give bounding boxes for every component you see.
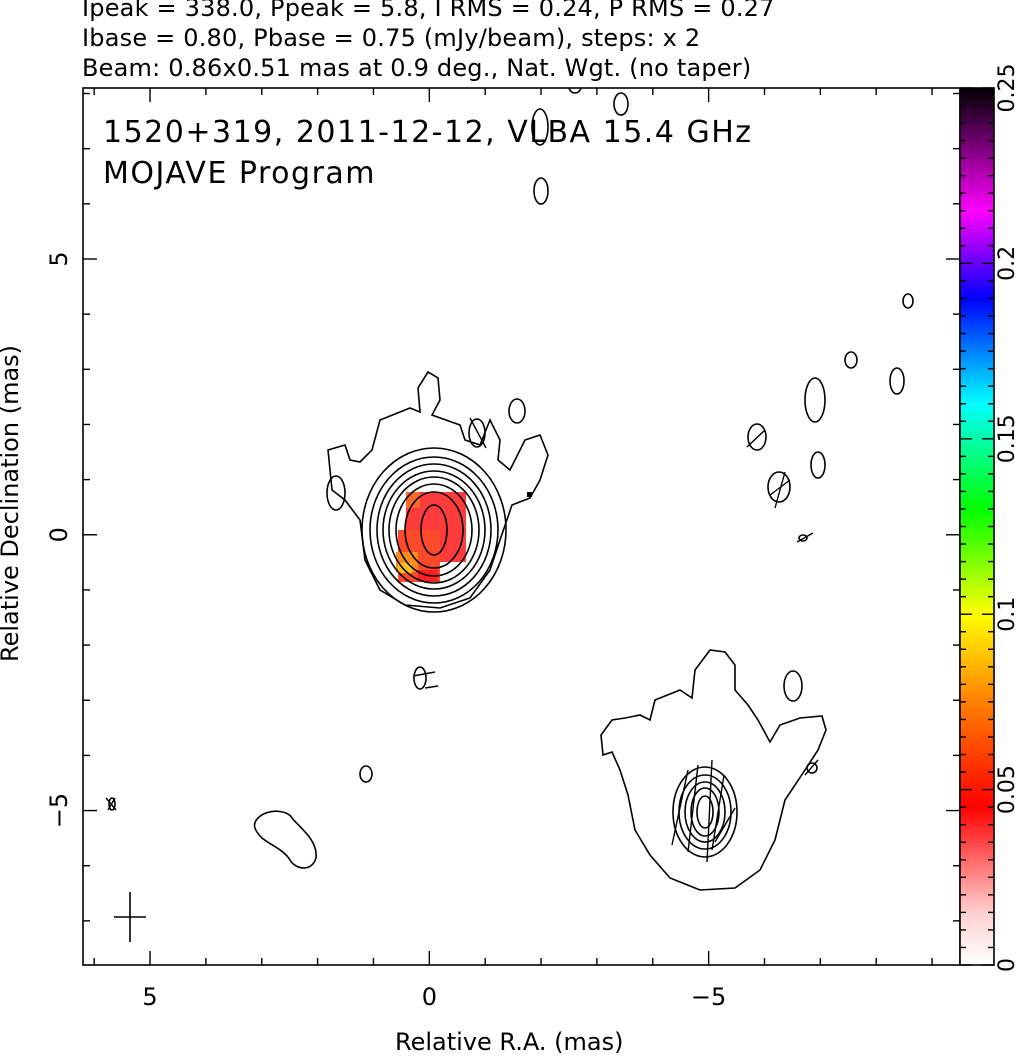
colorbar-tick-label: 0 xyxy=(995,958,1020,972)
beam-marker xyxy=(114,892,146,942)
chart-subtitle: MOJAVE Program xyxy=(103,156,376,191)
contours xyxy=(108,88,914,891)
colorbar-tick-label: 0.2 xyxy=(995,246,1020,281)
header-line-1: Ipeak = 338.0, Ppeak = 5.8, I RMS = 0.24… xyxy=(82,0,775,22)
y-tick-label: −5 xyxy=(45,793,73,828)
y-axis-title: Relative Declination (mas) xyxy=(0,344,24,662)
x-tick-label: 0 xyxy=(422,983,437,1011)
colorbar-tick-label: 0.05 xyxy=(995,765,1020,814)
secondary-outer-contour xyxy=(600,649,827,891)
header-line-3: Beam: 0.86x0.51 mas at 0.9 deg., Nat. Wg… xyxy=(82,54,752,82)
polarization-vectors xyxy=(105,417,819,863)
plot-frame xyxy=(82,87,961,966)
colorbar-tick-label: 0.15 xyxy=(995,414,1020,463)
axis-ticks xyxy=(83,88,960,965)
x-tick-label: 5 xyxy=(142,983,157,1011)
colorbar-ticks xyxy=(960,87,994,966)
x-tick-label: −5 xyxy=(691,983,726,1011)
x-axis-title: Relative R.A. (mas) xyxy=(395,1028,624,1056)
chart-title: 1520+319, 2011-12-12, VLBA 15.4 GHz xyxy=(103,115,753,150)
colorbar-labels: 0 0.05 0.1 0.15 0.2 0.25 xyxy=(995,64,1020,972)
y-tick-label: 5 xyxy=(45,251,73,266)
sw-blob-contour xyxy=(253,810,317,869)
colorbar-tick-label: 0.25 xyxy=(995,64,1020,113)
tick-labels: 5 0 −5 5 0 −5 xyxy=(45,251,726,1011)
colorbar-tick-label: 0.1 xyxy=(995,597,1020,632)
bright-pixel xyxy=(527,492,532,497)
header-line-2: Ibase = 0.80, Pbase = 0.75 (mJy/beam), s… xyxy=(82,24,701,52)
y-tick-label: 0 xyxy=(45,527,73,542)
